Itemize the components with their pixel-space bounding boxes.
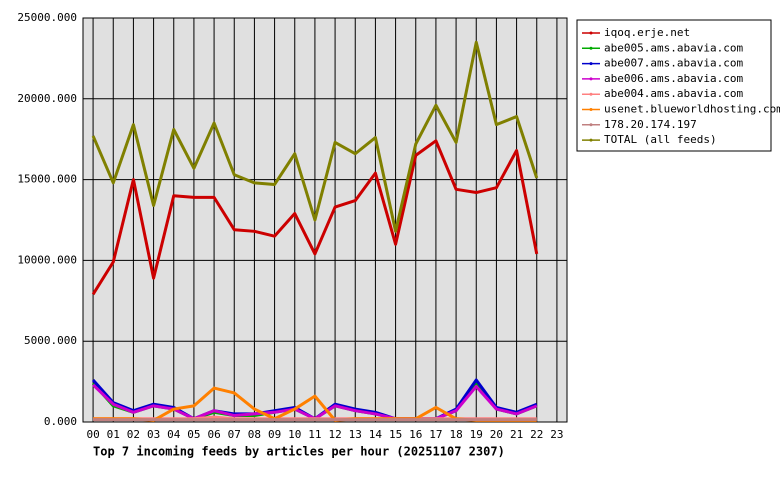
- y-tick-label: 0.000: [44, 415, 77, 428]
- x-tick-label: 04: [167, 428, 181, 441]
- x-tick-label: 00: [86, 428, 99, 441]
- legend-dot: [589, 92, 593, 96]
- x-tick-label: 08: [248, 428, 261, 441]
- x-tick-label: 15: [389, 428, 402, 441]
- chart-title: Top 7 incoming feeds by articles per hou…: [93, 445, 505, 459]
- x-tick-label: 05: [187, 428, 200, 441]
- plot-area: [82, 17, 568, 423]
- legend-label: usenet.blueworldhosting.com: [604, 103, 780, 116]
- legend-label: abe006.ams.abavia.com: [604, 72, 743, 85]
- x-tick-label: 21: [510, 428, 523, 441]
- x-tick-label: 03: [147, 428, 160, 441]
- y-tick-label: 5000.000: [24, 334, 77, 347]
- x-tick-label: 02: [127, 428, 140, 441]
- x-tick-label: 12: [328, 428, 341, 441]
- x-tick-label: 06: [207, 428, 220, 441]
- legend-label: iqoq.erje.net: [604, 26, 690, 39]
- legend-label: 178.20.174.197: [604, 118, 697, 131]
- x-tick-label: 17: [429, 428, 442, 441]
- x-tick-label: 18: [449, 428, 462, 441]
- x-tick-label: 22: [530, 428, 543, 441]
- series-line: [91, 40, 539, 233]
- x-tick-label: 09: [268, 428, 281, 441]
- y-tick-label: 10000.000: [17, 253, 77, 266]
- x-tick-label: 01: [107, 428, 120, 441]
- series-line: [91, 139, 539, 296]
- legend-label: abe005.ams.abavia.com: [604, 41, 743, 54]
- legend-dot: [589, 62, 593, 66]
- y-tick-label: 25000.000: [17, 11, 77, 24]
- legend-label: abe007.ams.abavia.com: [604, 57, 743, 70]
- legend-dot: [589, 123, 593, 127]
- x-tick-label: 19: [470, 428, 483, 441]
- x-tick-label: 16: [409, 428, 422, 441]
- x-tick-label: 10: [288, 428, 301, 441]
- legend-box: [576, 19, 772, 152]
- y-tick-label: 20000.000: [17, 92, 77, 105]
- x-tick-label: 14: [369, 428, 383, 441]
- legend-dot: [589, 46, 593, 50]
- legend-label: TOTAL (all feeds): [604, 133, 717, 146]
- legend-dot: [589, 138, 593, 142]
- legend-label: abe004.ams.abavia.com: [604, 87, 743, 100]
- y-tick-label: 15000.000: [17, 173, 77, 186]
- legend-dot: [589, 108, 593, 111]
- x-tick-label: 11: [308, 428, 321, 441]
- legend-dot: [589, 31, 593, 35]
- x-tick-label: 20: [490, 428, 503, 441]
- x-tick-label: 13: [349, 428, 362, 441]
- x-tick-label: 23: [550, 428, 563, 441]
- x-tick-label: 07: [228, 428, 241, 441]
- legend-dot: [589, 77, 593, 81]
